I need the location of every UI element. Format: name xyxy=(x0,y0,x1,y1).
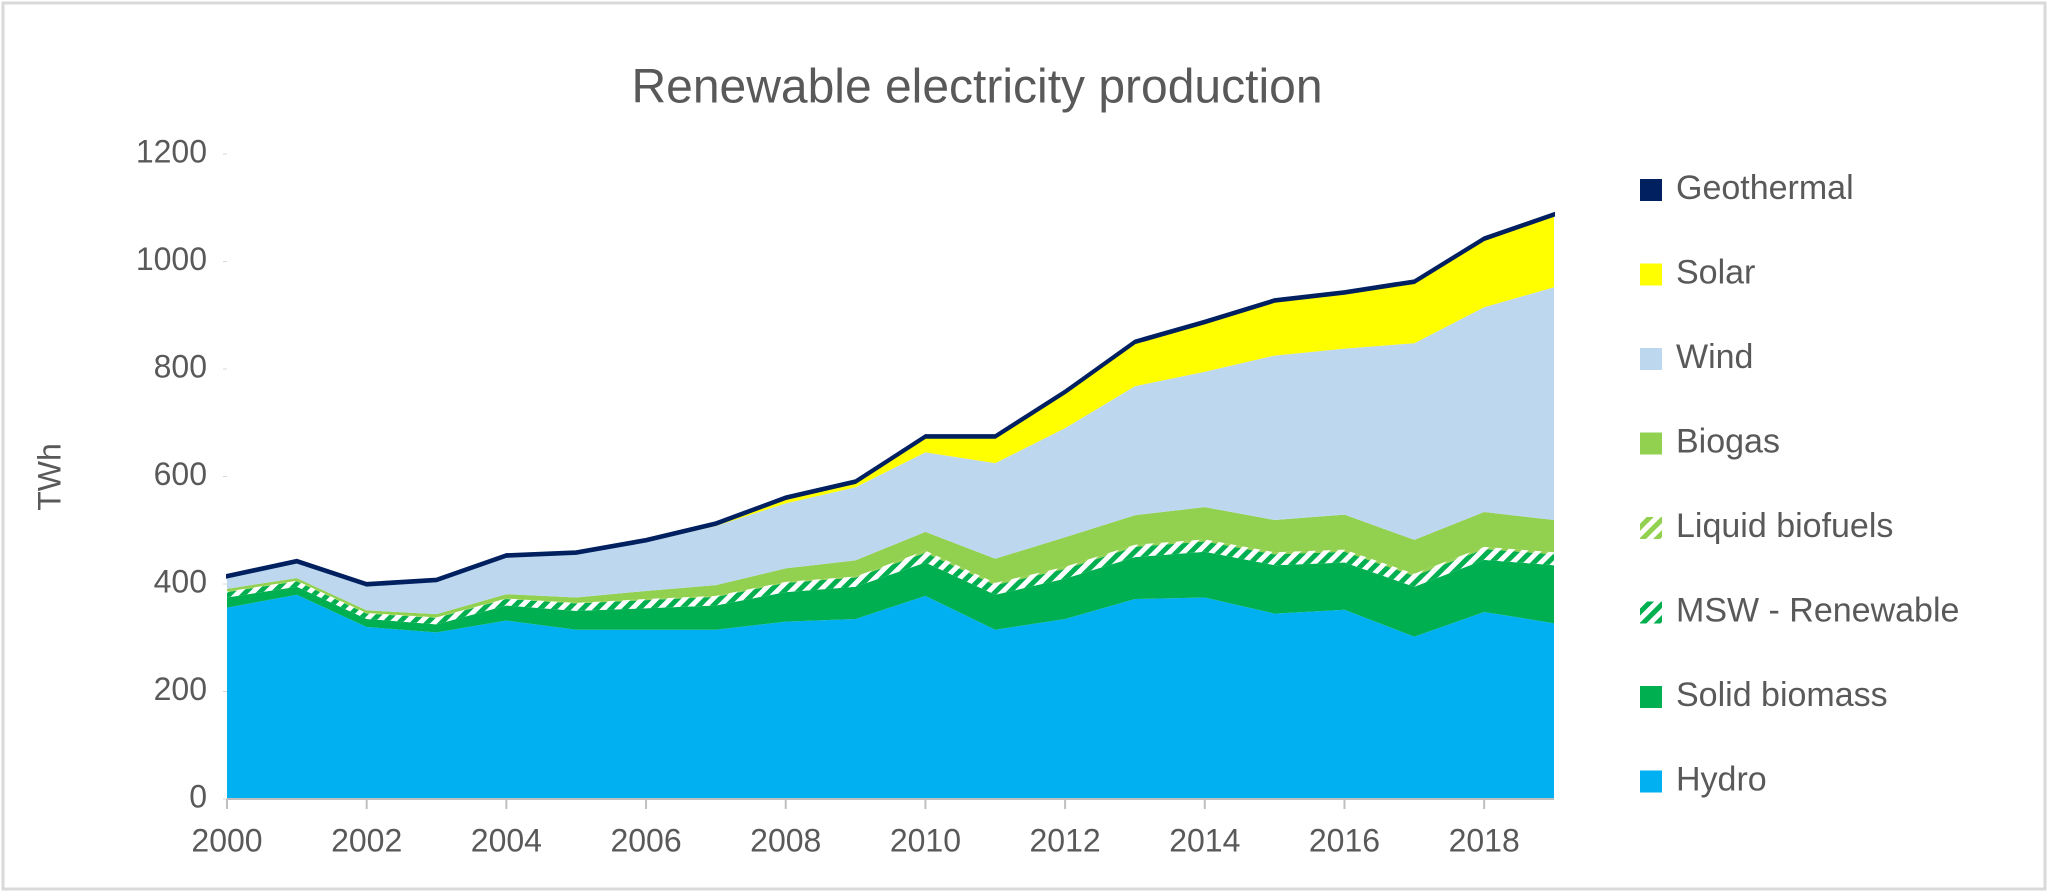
legend-swatch xyxy=(1640,770,1662,793)
y-tick-label: 0 xyxy=(189,778,207,814)
y-tick-label: 600 xyxy=(154,456,207,492)
x-tick-label: 2008 xyxy=(750,822,821,858)
y-tick-label: 1200 xyxy=(136,133,207,169)
y-tick-label: 800 xyxy=(154,348,207,384)
legend-label: Biogas xyxy=(1676,422,1780,460)
legend-label: Solid biomass xyxy=(1676,676,1888,714)
legend-swatch xyxy=(1640,686,1662,708)
legend-swatch xyxy=(1640,263,1662,286)
legend-label: Geothermal xyxy=(1676,169,1854,207)
area xyxy=(227,541,1554,625)
y-axis-label: TWh xyxy=(31,443,67,511)
area xyxy=(227,539,1554,618)
y-tick-label: 200 xyxy=(154,671,207,707)
area xyxy=(227,287,1554,615)
legend-label: Wind xyxy=(1676,338,1753,376)
area xyxy=(226,211,1555,587)
x-tick-label: 2006 xyxy=(610,822,681,858)
legend-swatch xyxy=(1640,601,1662,624)
x-tick-label: 2014 xyxy=(1169,822,1240,858)
area xyxy=(227,594,1554,799)
y-tick-label: 1000 xyxy=(136,241,207,277)
x-tick-label: 2000 xyxy=(191,822,262,858)
area xyxy=(227,507,1554,618)
area xyxy=(227,551,1554,637)
legend-label: Solar xyxy=(1676,253,1755,291)
x-tick-label: 2004 xyxy=(471,822,542,858)
y-tick-label: 400 xyxy=(154,563,207,599)
x-tick-label: 2018 xyxy=(1449,822,1520,858)
chart-title: Renewable electricity production xyxy=(631,61,1322,114)
legend-swatch xyxy=(1640,432,1662,455)
legend-swatch xyxy=(1640,517,1662,539)
legend-swatch xyxy=(1640,348,1662,370)
legend-label: MSW - Renewable xyxy=(1676,591,1959,629)
x-tick-label: 2016 xyxy=(1309,822,1380,858)
legend-swatch xyxy=(1640,179,1662,201)
x-tick-label: 2010 xyxy=(890,822,961,858)
x-tick-label: 2012 xyxy=(1030,822,1101,858)
x-tick-label: 2002 xyxy=(331,822,402,858)
legend-label: Liquid biofuels xyxy=(1676,507,1893,545)
legend-label: Hydro xyxy=(1676,760,1767,798)
